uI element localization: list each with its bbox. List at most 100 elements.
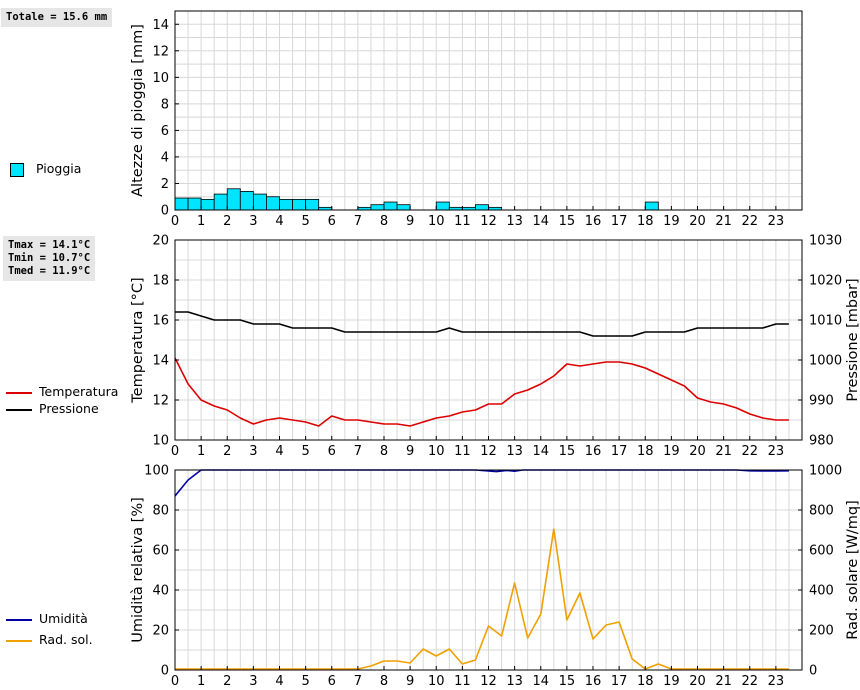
rain-bar xyxy=(226,188,241,211)
x-tick-label: 2 xyxy=(223,444,231,459)
x-tick-label: 1 xyxy=(197,214,205,229)
x-tick-label: 18 xyxy=(637,214,654,229)
x-tick-label: 6 xyxy=(328,444,336,459)
rain-total-badge: Totale = 15.6 mm xyxy=(1,8,113,27)
y2-tick-label: 990 xyxy=(809,394,834,409)
radiation-legend-swatch xyxy=(6,639,32,642)
x-tick-label: 6 xyxy=(328,214,336,229)
x-tick-label: 12 xyxy=(480,444,497,459)
x-tick-label: 0 xyxy=(171,444,179,459)
y2-tick-label: 980 xyxy=(809,434,834,449)
x-tick-label: 22 xyxy=(741,674,758,689)
x-tick-label: 18 xyxy=(637,444,654,459)
x-tick-label: 16 xyxy=(585,444,602,459)
x-tick-label: 17 xyxy=(611,444,628,459)
x-tick-label: 1 xyxy=(197,444,205,459)
rain-bar xyxy=(396,204,411,211)
y-tick-label: 100 xyxy=(144,464,169,479)
x-tick-label: 10 xyxy=(428,214,445,229)
pressure-legend-swatch xyxy=(6,408,32,411)
x-tick-label: 18 xyxy=(637,674,654,689)
x-tick-label: 21 xyxy=(715,214,732,229)
y2-tick-label: 1020 xyxy=(809,274,842,289)
x-tick-label: 3 xyxy=(249,674,257,689)
radiation-legend-label: Rad. sol. xyxy=(39,632,93,647)
tmin-text: Tmin = 10.7°C xyxy=(8,252,91,264)
series-line-temperatura xyxy=(174,357,789,427)
x-tick-label: 8 xyxy=(380,674,388,689)
chart-panel-3 xyxy=(174,469,803,671)
y-tick-label: 0 xyxy=(161,204,169,219)
x-tick-label: 3 xyxy=(249,444,257,459)
x-tick-label: 4 xyxy=(275,214,283,229)
x-tick-label: 22 xyxy=(741,214,758,229)
y-tick-label: 60 xyxy=(152,544,169,559)
y-tick-label: 14 xyxy=(152,18,169,33)
y2-tick-label: 600 xyxy=(809,544,834,559)
x-tick-label: 8 xyxy=(380,444,388,459)
x-tick-label: 0 xyxy=(171,674,179,689)
legend-item-rain: Pioggia xyxy=(10,161,81,177)
y2-tick-label: 800 xyxy=(809,504,834,519)
y-tick-label: 18 xyxy=(152,274,169,289)
rain-bar xyxy=(187,197,202,211)
x-tick-label: 14 xyxy=(532,674,549,689)
x-tick-label: 15 xyxy=(559,674,576,689)
y-tick-label: 80 xyxy=(152,504,169,519)
y-tick-label: 10 xyxy=(152,434,169,449)
x-tick-label: 5 xyxy=(301,214,309,229)
rain-bar xyxy=(266,196,280,211)
temperature-legend-label: Temperatura xyxy=(39,384,119,399)
x-tick-label: 9 xyxy=(406,674,414,689)
x-tick-label: 17 xyxy=(611,674,628,689)
humidity-legend-swatch xyxy=(6,618,32,621)
x-tick-label: 13 xyxy=(506,674,523,689)
rain-legend-swatch xyxy=(10,162,24,177)
rain-bar xyxy=(644,201,659,211)
x-tick-label: 20 xyxy=(689,444,706,459)
x-tick-label: 10 xyxy=(428,444,445,459)
x-tick-label: 8 xyxy=(380,214,388,229)
y-axis-title: Altezze di pioggia [mm] xyxy=(130,24,146,197)
rain-bar xyxy=(383,201,398,211)
y-tick-label: 0 xyxy=(161,664,169,679)
x-tick-label: 2 xyxy=(223,674,231,689)
x-tick-label: 1 xyxy=(197,674,205,689)
x-tick-label: 12 xyxy=(480,214,497,229)
rain-bar xyxy=(174,197,189,211)
y2-tick-label: 1000 xyxy=(809,464,842,479)
x-tick-label: 13 xyxy=(506,214,523,229)
x-tick-label: 16 xyxy=(585,214,602,229)
rain-bar xyxy=(200,198,215,211)
y-tick-label: 12 xyxy=(152,44,169,59)
y-tick-label: 12 xyxy=(152,394,169,409)
x-tick-label: 23 xyxy=(768,444,785,459)
x-tick-label: 19 xyxy=(663,214,680,229)
rain-bar xyxy=(252,193,267,211)
y2-tick-label: 0 xyxy=(809,664,817,679)
y2-tick-label: 200 xyxy=(809,624,834,639)
legend-item-radiation: Rad. sol. xyxy=(6,632,93,647)
y-tick-label: 6 xyxy=(161,124,169,139)
x-tick-label: 19 xyxy=(663,444,680,459)
y-axis-title: Umidità relativa [%] xyxy=(130,497,146,643)
legend-item-pressure: Pressione xyxy=(6,401,99,416)
rain-bar xyxy=(239,191,254,211)
y2-tick-label: 1030 xyxy=(809,234,842,249)
temperature-stats-badge: Tmax = 14.1°C Tmin = 10.7°C Tmed = 11.9°… xyxy=(3,236,96,281)
tmax-text: Tmax = 14.1°C xyxy=(8,239,91,251)
x-tick-label: 17 xyxy=(611,214,628,229)
x-tick-label: 21 xyxy=(715,444,732,459)
x-tick-label: 7 xyxy=(354,214,362,229)
chart-panel-2 xyxy=(174,239,803,441)
x-tick-label: 4 xyxy=(275,444,283,459)
y2-tick-label: 1010 xyxy=(809,314,842,329)
x-tick-label: 16 xyxy=(585,674,602,689)
y-tick-label: 40 xyxy=(152,584,169,599)
x-tick-label: 20 xyxy=(689,674,706,689)
x-tick-label: 14 xyxy=(532,214,549,229)
x-tick-label: 5 xyxy=(301,674,309,689)
rain-bar xyxy=(305,198,320,211)
x-tick-label: 13 xyxy=(506,444,523,459)
